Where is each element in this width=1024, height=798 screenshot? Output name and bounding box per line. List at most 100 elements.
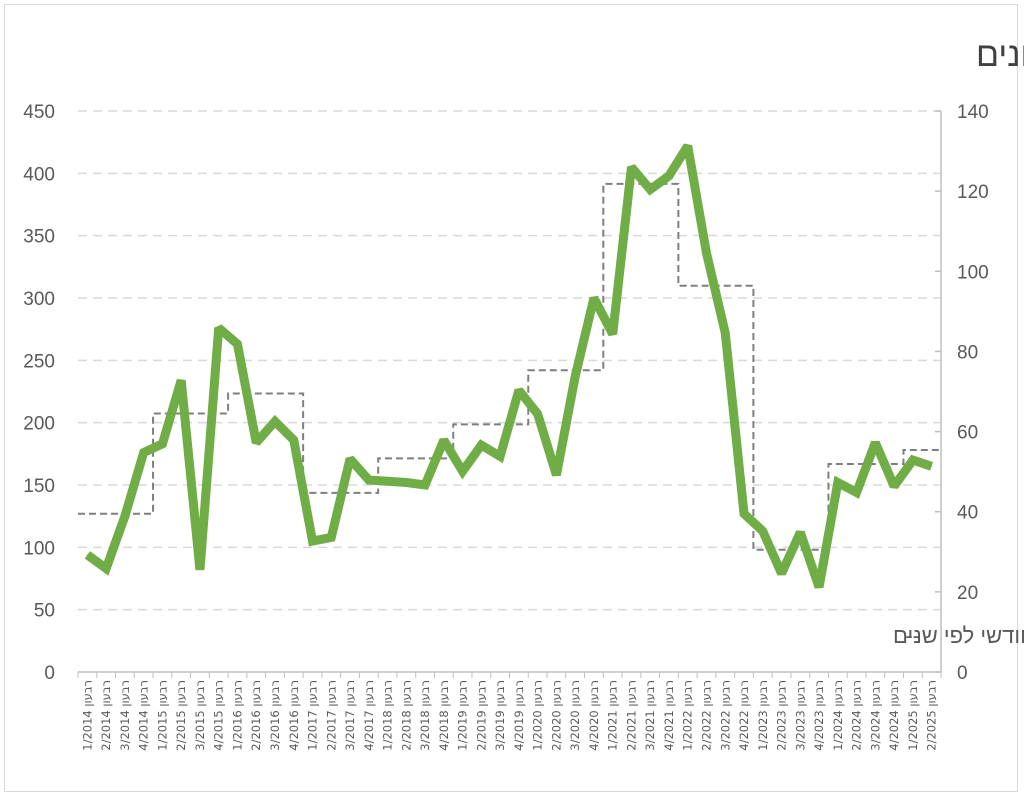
x-tick-label: רבעון 3/2015 [193,680,207,751]
data-point [649,189,651,191]
data-point [931,465,933,467]
x-tick-label: רבעון 4/2023 [812,680,826,751]
left-tick-label: 150 [23,476,55,497]
x-tick-label: רבעון 2/2025 [925,680,939,751]
x-tick-label: רבעון 2/2018 [399,680,413,751]
x-tick-label: רבעון 4/2018 [437,680,451,751]
data-point [537,413,539,415]
x-tick-label: רבעון 2/2021 [624,680,638,751]
x-tick-label: רבעון 1/2017 [306,680,320,751]
right-tick-label: 80 [957,342,978,363]
data-point [612,333,614,335]
legend-label: ממוצע מכירות חודשי לפי שנים [893,623,1024,648]
data-point [255,442,257,444]
legend: -- ממוצע מכירות חודשי לפי שנים [893,623,1024,648]
x-axis: רבעון 1/2014 רבעון 2/2014 רבעון 3/2014 רבעו… [77,671,942,751]
data-point [105,568,107,570]
data-point [705,252,707,254]
data-point [781,573,783,575]
x-tick-label: רבעון 2/2016 [249,680,263,751]
data-point [818,586,820,588]
data-point [799,531,801,533]
right-tick-label: 140 [957,102,989,123]
left-tick-label: 400 [23,164,55,185]
data-point [724,332,726,334]
x-tick-label: רבעון 2/2023 [775,680,789,751]
data-point [743,513,745,515]
data-point [274,420,276,422]
left-axis: 0 50 100 150 200 250 300 350 400 450 [23,102,55,684]
x-tick-label: רבעון 4/2016 [287,680,301,751]
data-point [236,343,238,345]
left-tick-label: 50 [34,601,55,622]
data-point [349,458,351,460]
left-tick-label: 300 [23,289,55,310]
right-tick-label: 100 [957,262,989,283]
data-point [762,530,764,532]
data-point [630,166,632,168]
x-tick-label: רבעון 3/2016 [268,680,282,751]
data-point [668,175,670,177]
data-point [124,515,126,517]
x-tick-label: רבעון 1/2019 [456,680,470,751]
x-tick-label: רבעון 4/2021 [662,680,676,751]
right-axis: 0 20 40 60 80 100 120 140 [935,102,989,684]
x-tick-label: רבעון 3/2014 [118,680,132,751]
x-tick-label: רבעון 4/2014 [137,680,151,751]
data-point [912,459,914,461]
data-point [143,452,145,454]
series-line-quarterly-sales [84,143,934,589]
data-point [368,479,370,481]
x-tick-label: רבעון 2/2017 [324,680,338,751]
data-point [593,297,595,299]
x-tick-label: רבעון 2/2020 [549,680,563,751]
x-tick-label: רבעון 3/2022 [718,680,732,751]
x-tick-label: רבעון 1/2018 [381,680,395,751]
x-tick-label: רבעון 4/2015 [212,680,226,751]
x-tick-label: רבעון 2/2019 [474,680,488,751]
data-point [443,439,445,441]
x-tick-label: רבעון 1/2021 [606,680,620,751]
left-tick-label: 200 [23,414,55,435]
data-point [687,145,689,147]
x-tick-label: רבעון 4/2020 [587,680,601,751]
right-tick-label: 20 [957,583,978,604]
data-point [293,439,295,441]
x-tick-label: רבעון 2/2022 [699,680,713,751]
data-point [330,536,332,538]
x-tick-label: רבעון 3/2021 [643,680,657,751]
data-point [387,480,389,482]
x-tick-label: רבעון 3/2017 [343,680,357,751]
x-tick-label: רבעון 4/2017 [362,680,376,751]
x-tick-label: רבעון 1/2025 [906,680,920,751]
x-tick-label: רבעון 3/2020 [568,680,582,751]
x-tick-label: רבעון 1/2014 [80,680,94,751]
x-tick-label: רבעון 1/2022 [681,680,695,751]
left-tick-label: 450 [23,102,55,123]
data-point [574,376,576,378]
x-tick-label: רבעון 4/2022 [737,680,751,751]
series-line-monthly-average [78,182,941,551]
gridlines [78,110,941,611]
right-tick-label: 120 [957,182,989,203]
chart-title: כמות דירות שנמכרו בחריש לפי רבעונים [976,36,1024,74]
left-tick-label: 250 [23,351,55,372]
data-point [161,443,163,445]
x-tick-label: רבעון 3/2019 [493,680,507,751]
data-point [499,455,501,457]
data-point [462,470,464,472]
x-tick-label: רבעון 1/2020 [531,680,545,751]
right-tick-label: 0 [957,663,968,684]
x-tick-label: רבעון 1/2016 [230,680,244,751]
data-point [893,485,895,487]
data-point [518,389,520,391]
data-point [480,444,482,446]
x-tick-label: רבעון 4/2019 [512,680,526,751]
legend-marker: -- [905,623,920,648]
data-point [837,482,839,484]
data-point [555,474,557,476]
data-point [424,484,426,486]
right-tick-label: 40 [957,503,978,524]
x-tick-label: רבעון 3/2024 [868,680,882,751]
data-point [856,491,858,493]
